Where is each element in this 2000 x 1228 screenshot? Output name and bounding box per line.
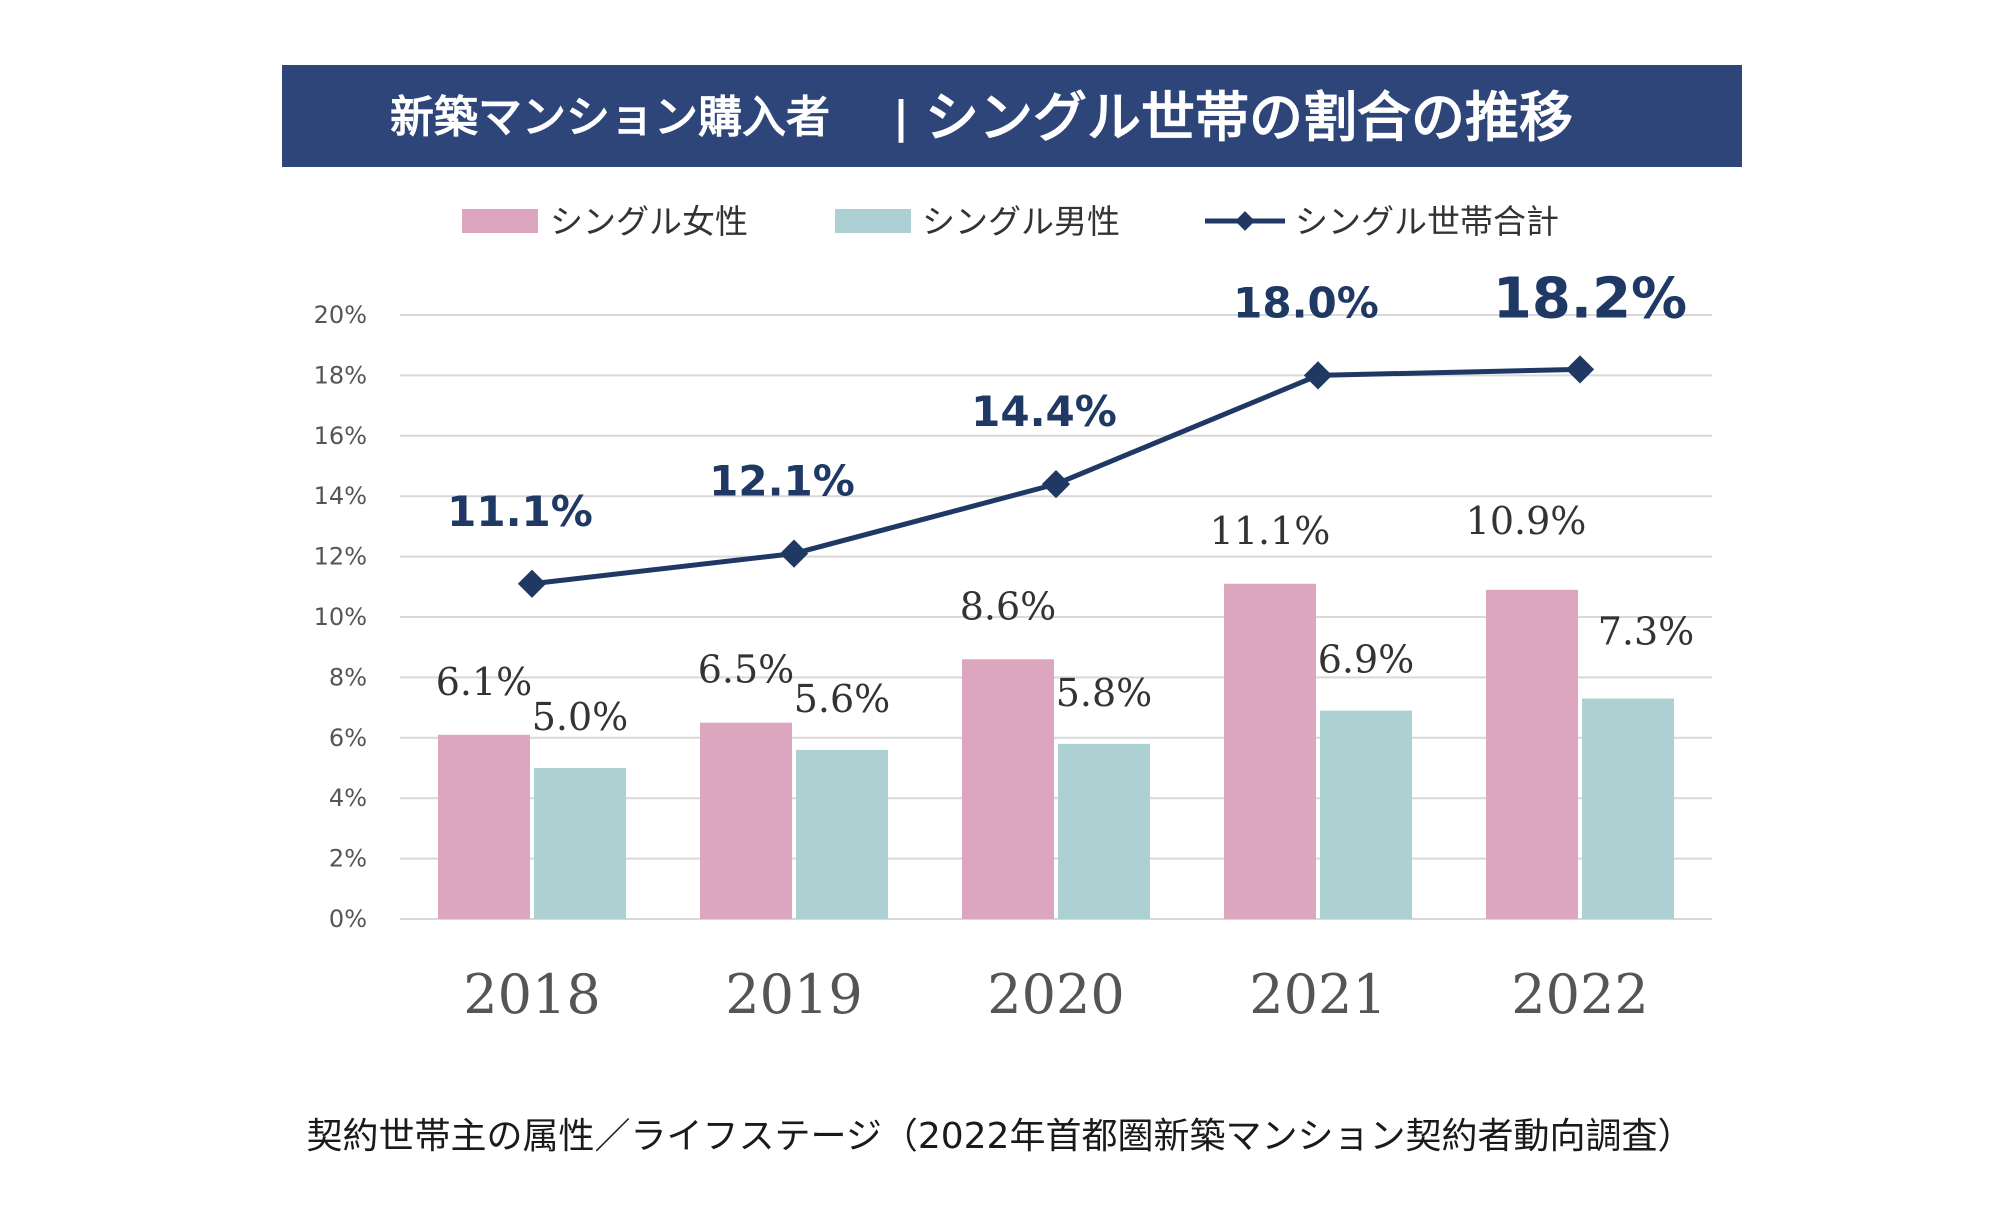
legend-swatch-male [835,209,911,233]
chart-title-part2: シングル世帯の割合の推移 [925,86,1573,149]
total-label: 18.2% [1493,266,1687,331]
bar-male [796,749,888,919]
legend-marker-total [1235,211,1255,231]
legend-label-male: シングル男性 [922,202,1120,241]
total-label: 11.1% [447,487,593,536]
y-axis-ticks: 0% 2% 4% 6% 8% 10% 12% 14% 16% 18% 20% [314,301,367,933]
legend-label-total: シングル世帯合計 [1295,202,1559,241]
y-tick-label: 20% [314,301,367,329]
bar-male [1058,743,1150,919]
data-labels: 6.1%5.0% 6.5%5.6% 8.6% 5.8% 11.1% 6.9% 10.9% 7.… [436,266,1695,739]
bar-label-male: 5.0% [532,695,629,739]
legend: シングル女性 シングル男性 シングル世帯合計 [462,202,1559,241]
bar-female [438,734,530,919]
y-tick-label: 16% [314,422,367,450]
total-marker [1041,469,1071,499]
chart-title-part1: 新築マンション購入者 [390,92,830,143]
bar-male [534,768,626,919]
x-tick-label: 2022 [1511,963,1648,1026]
y-tick-label: 18% [314,361,367,389]
bar-label-male: 5.6% [794,677,891,721]
bar-label-male: 6.9% [1318,638,1415,682]
bar-label-female: 8.6% [960,584,1057,628]
x-tick-label: 2018 [463,963,600,1026]
y-tick-label: 12% [314,543,367,571]
bar-label-male: 5.8% [1056,671,1153,715]
bar-label-female: 11.1% [1210,509,1331,553]
y-tick-label: 14% [314,482,367,510]
bar-label-female: 6.5% [698,648,795,692]
y-tick-label: 0% [329,905,367,933]
bar-label-female: 10.9% [1466,499,1587,543]
legend-label-female: シングル女性 [550,202,748,241]
total-marker [1565,355,1595,384]
x-tick-label: 2019 [725,963,862,1026]
bar-female [1486,589,1578,919]
title-banner [282,65,1742,167]
bar-female [700,722,792,919]
y-tick-label: 6% [329,724,367,752]
bar-label-female: 6.1% [436,660,533,704]
total-label: 18.0% [1233,278,1379,327]
total-label: 14.4% [971,387,1117,436]
total-marker [779,539,809,568]
bar-label-male: 7.3% [1598,610,1695,654]
y-tick-label: 8% [329,663,367,691]
total-label: 12.1% [709,457,855,506]
bar-male [1582,698,1674,919]
x-axis-ticks: 2018 2019 2020 2021 2022 [463,963,1648,1026]
total-line [517,355,1595,598]
bars [438,583,1674,919]
y-tick-label: 4% [329,784,367,812]
bar-female [962,659,1054,919]
y-tick-label: 10% [314,603,367,631]
x-tick-label: 2020 [987,963,1124,1026]
y-tick-label: 2% [329,845,367,873]
total-marker [1303,361,1333,390]
x-tick-label: 2021 [1249,963,1386,1026]
bar-female [1224,583,1316,919]
chart-title-separator: | [893,92,909,143]
bar-male [1320,710,1412,919]
legend-swatch-female [462,209,538,233]
caption: 契約世帯主の属性／ライフステージ（2022年首都圏新築マンション契約者動向調査） [307,1116,1694,1157]
total-marker [517,569,547,598]
